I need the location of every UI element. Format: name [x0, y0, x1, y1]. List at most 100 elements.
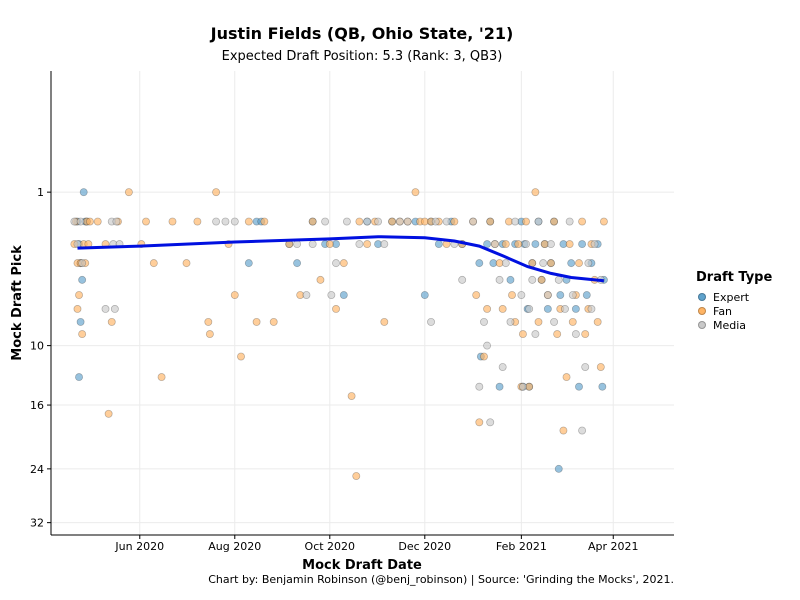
point-media [293, 240, 302, 249]
point-media [308, 240, 317, 249]
legend-label-expert: Expert [713, 290, 750, 304]
point-media [506, 317, 515, 326]
point-expert [582, 291, 591, 299]
point-media [518, 382, 527, 391]
y-tick-label: 10 [30, 340, 44, 353]
point-fan [501, 240, 510, 249]
point-fan [522, 217, 530, 226]
point-fan [352, 472, 361, 480]
x-tick-label: Aug 2020 [208, 540, 261, 553]
point-fan [260, 217, 269, 226]
y-tick-label: 16 [30, 399, 44, 412]
point-media [427, 317, 435, 326]
point-fan [534, 317, 543, 326]
x-tick-label: Dec 2020 [398, 540, 451, 553]
point-fan [124, 188, 133, 197]
point-fan [547, 259, 555, 268]
chart-caption: Chart by: Benjamin Robinson (@benj_robin… [208, 573, 674, 586]
point-media [525, 304, 534, 313]
point-media [212, 217, 221, 226]
point-fan [332, 304, 340, 313]
point-media [110, 304, 119, 313]
point-media [302, 291, 311, 299]
point-expert [339, 291, 348, 299]
x-tick-labels: Jun 2020 Aug 2020 Oct 2020 Dec 2020 Feb 2021… [114, 540, 638, 553]
point-fan [339, 259, 348, 268]
point-fan [568, 317, 577, 326]
legend-title: Draft Type [696, 270, 773, 285]
legend-label-fan: Fan [713, 304, 733, 318]
point-media [327, 291, 336, 299]
point-fan [562, 373, 571, 382]
y-axis-label: Mock Draft Pick [10, 245, 25, 361]
x-tick-label: Apr 2021 [588, 540, 639, 553]
point-fan [483, 304, 492, 313]
point-media [76, 217, 85, 226]
data-points [70, 188, 608, 480]
point-fan [411, 188, 420, 197]
point-expert [575, 382, 583, 391]
point-media [517, 291, 526, 299]
point-media [374, 217, 383, 226]
point-media [531, 330, 540, 339]
point-fan [528, 259, 537, 268]
point-expert [76, 317, 85, 326]
point-fan [107, 317, 116, 326]
point-fan [553, 330, 562, 339]
point-media [480, 317, 488, 326]
point-media [501, 259, 510, 268]
point-media [568, 291, 577, 299]
point-media [321, 217, 330, 226]
point-fan [85, 217, 94, 226]
point-fan [578, 217, 587, 226]
point-fan [475, 418, 484, 427]
point-expert [506, 275, 515, 284]
point-media [486, 418, 495, 427]
point-expert [543, 304, 552, 313]
point-fan [204, 317, 213, 326]
y-tick-label: 1 [37, 186, 44, 199]
point-fan [269, 317, 278, 326]
point-media [578, 426, 587, 435]
y-tick-label: 24 [30, 463, 44, 476]
point-fan [599, 217, 608, 226]
point-expert [79, 188, 88, 197]
point-media [403, 217, 412, 226]
legend-item-expert: Expert [696, 290, 772, 304]
trend-line [77, 235, 605, 283]
point-fan [252, 317, 261, 326]
x-tick-label: Feb 2021 [496, 540, 547, 553]
point-media [73, 240, 82, 249]
point-fan [581, 330, 590, 339]
point-fan [550, 217, 559, 226]
point-media [554, 275, 563, 284]
point-fan [157, 373, 166, 382]
point-media [543, 291, 552, 299]
point-expert [75, 373, 83, 382]
point-media [539, 259, 548, 268]
point-media [355, 240, 364, 249]
point-fan [237, 352, 245, 361]
point-media [458, 275, 467, 284]
point-fan [316, 275, 325, 284]
point-fan [531, 188, 540, 197]
point-fan [596, 363, 605, 371]
point-fan [480, 352, 488, 361]
chart-subtitle: Expected Draft Position: 5.3 (Rank: 3, Q… [221, 49, 503, 64]
point-expert [556, 291, 565, 299]
point-fan [575, 259, 583, 268]
point-fan [486, 217, 495, 226]
y-tick-labels: 1 10 16 24 32 [30, 186, 44, 529]
point-fan [472, 291, 481, 299]
point-fan [73, 304, 82, 313]
point-fan [518, 330, 527, 339]
legend-label-media: Media [713, 318, 747, 332]
point-media [475, 382, 484, 391]
point-fan [593, 317, 602, 326]
point-media [495, 275, 504, 284]
point-fan [363, 240, 372, 249]
point-media [528, 275, 537, 284]
point-media [101, 304, 110, 313]
point-fan [78, 330, 87, 339]
